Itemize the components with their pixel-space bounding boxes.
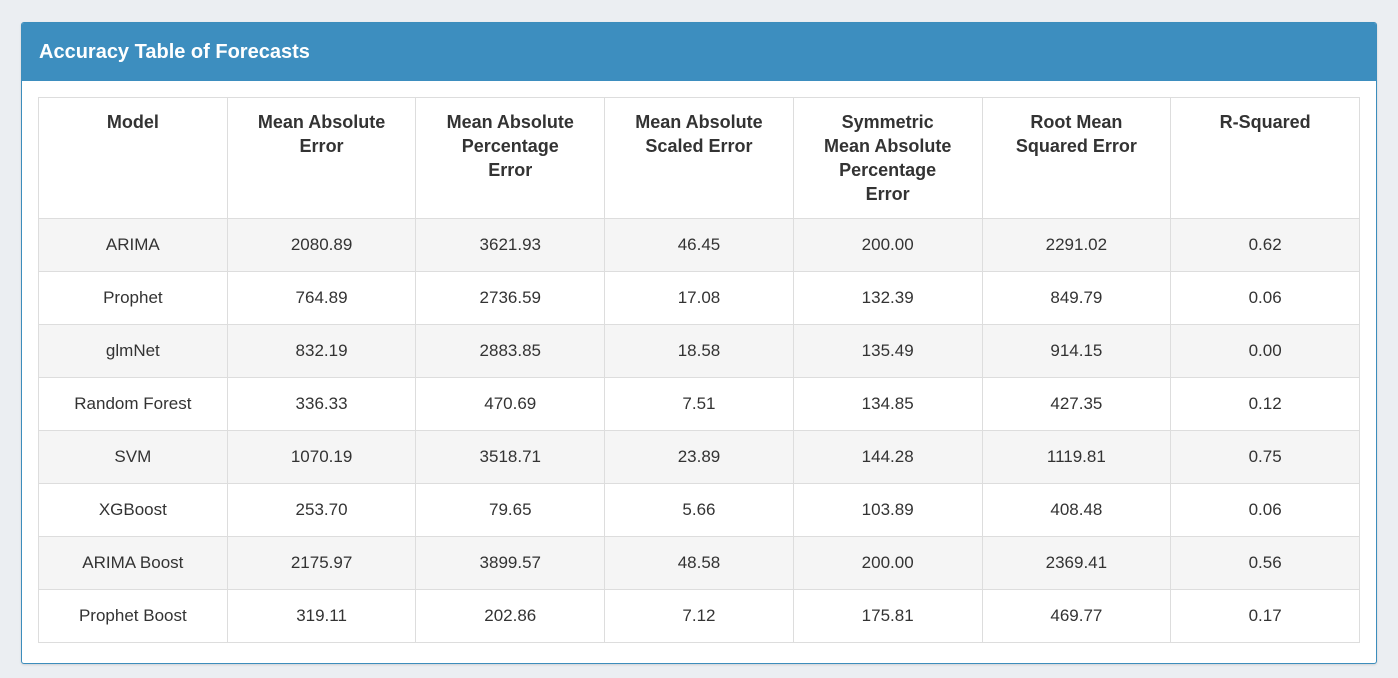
rmse-cell: 2291.02 — [981, 218, 1172, 272]
rsquared-cell: 0.17 — [1170, 589, 1360, 643]
col-header-mape: Mean Absolute Percentage Error — [415, 97, 606, 219]
mae-cell: 764.89 — [226, 271, 417, 325]
mase-cell: 5.66 — [604, 483, 794, 537]
table-body: ARIMA 2080.89 3621.93 46.45 200.00 2291.… — [38, 218, 1360, 643]
rsquared-cell: 0.00 — [1170, 324, 1360, 378]
mae-cell: 319.11 — [226, 589, 417, 643]
panel-header: Accuracy Table of Forecasts — [22, 23, 1376, 81]
mase-cell: 23.89 — [604, 430, 794, 484]
col-header-mase: Mean Absolute Scaled Error — [604, 97, 794, 219]
smape-cell: 132.39 — [792, 271, 983, 325]
table-row-random-forest[interactable]: Random Forest 336.33 470.69 7.51 134.85 … — [38, 377, 1360, 431]
table-row-svm[interactable]: SVM 1070.19 3518.71 23.89 144.28 1119.81… — [38, 430, 1360, 484]
rsquared-cell: 0.62 — [1170, 218, 1360, 272]
rsquared-cell: 0.56 — [1170, 536, 1360, 590]
model-cell: XGBoost — [38, 483, 228, 537]
smape-cell: 134.85 — [792, 377, 983, 431]
model-cell: ARIMA Boost — [38, 536, 228, 590]
mae-cell: 336.33 — [226, 377, 417, 431]
col-header-smape: Symmetric Mean Absolute Percentage Error — [792, 97, 983, 219]
panel-title: Accuracy Table of Forecasts — [39, 41, 310, 63]
model-cell: Prophet Boost — [38, 589, 228, 643]
rmse-cell: 849.79 — [981, 271, 1172, 325]
smape-cell: 103.89 — [792, 483, 983, 537]
col-header-rmse: Root Mean Squared Error — [981, 97, 1172, 219]
table-row-arima[interactable]: ARIMA 2080.89 3621.93 46.45 200.00 2291.… — [38, 218, 1360, 272]
rmse-cell: 914.15 — [981, 324, 1172, 378]
col-header-model: Model — [38, 97, 228, 219]
accuracy-forecasts-panel: Accuracy Table of Forecasts Model Mean A… — [21, 22, 1377, 664]
model-cell: SVM — [38, 430, 228, 484]
mape-cell: 202.86 — [415, 589, 606, 643]
header-row: Model Mean Absolute Error Mean Absolute … — [38, 97, 1360, 219]
table-row-xgboost[interactable]: XGBoost 253.70 79.65 5.66 103.89 408.48 … — [38, 483, 1360, 537]
table-header: Model Mean Absolute Error Mean Absolute … — [38, 97, 1360, 219]
mape-cell: 3621.93 — [415, 218, 606, 272]
mase-cell: 48.58 — [604, 536, 794, 590]
rmse-cell: 408.48 — [981, 483, 1172, 537]
mape-cell: 2736.59 — [415, 271, 606, 325]
mae-cell: 832.19 — [226, 324, 417, 378]
mae-cell: 2175.97 — [226, 536, 417, 590]
model-cell: ARIMA — [38, 218, 228, 272]
rsquared-cell: 0.12 — [1170, 377, 1360, 431]
mae-cell: 253.70 — [226, 483, 417, 537]
smape-cell: 144.28 — [792, 430, 983, 484]
mape-cell: 3518.71 — [415, 430, 606, 484]
model-cell: Random Forest — [38, 377, 228, 431]
rsquared-cell: 0.06 — [1170, 271, 1360, 325]
rmse-cell: 2369.41 — [981, 536, 1172, 590]
rmse-cell: 469.77 — [981, 589, 1172, 643]
mape-cell: 470.69 — [415, 377, 606, 431]
mase-cell: 7.12 — [604, 589, 794, 643]
panel-body: Model Mean Absolute Error Mean Absolute … — [22, 81, 1376, 663]
mae-cell: 1070.19 — [226, 430, 417, 484]
mae-cell: 2080.89 — [226, 218, 417, 272]
smape-cell: 135.49 — [792, 324, 983, 378]
mase-cell: 7.51 — [604, 377, 794, 431]
rsquared-cell: 0.75 — [1170, 430, 1360, 484]
model-cell: Prophet — [38, 271, 228, 325]
rsquared-cell: 0.06 — [1170, 483, 1360, 537]
smape-cell: 200.00 — [792, 536, 983, 590]
forecast-accuracy-table: Model Mean Absolute Error Mean Absolute … — [38, 97, 1360, 643]
mape-cell: 79.65 — [415, 483, 606, 537]
rmse-cell: 427.35 — [981, 377, 1172, 431]
mape-cell: 2883.85 — [415, 324, 606, 378]
smape-cell: 200.00 — [792, 218, 983, 272]
table-row-glmnet[interactable]: glmNet 832.19 2883.85 18.58 135.49 914.1… — [38, 324, 1360, 378]
rmse-cell: 1119.81 — [981, 430, 1172, 484]
table-row-arima-boost[interactable]: ARIMA Boost 2175.97 3899.57 48.58 200.00… — [38, 536, 1360, 590]
smape-cell: 175.81 — [792, 589, 983, 643]
mase-cell: 17.08 — [604, 271, 794, 325]
table-row-prophet[interactable]: Prophet 764.89 2736.59 17.08 132.39 849.… — [38, 271, 1360, 325]
mase-cell: 46.45 — [604, 218, 794, 272]
table-row-prophet-boost[interactable]: Prophet Boost 319.11 202.86 7.12 175.81 … — [38, 589, 1360, 643]
col-header-rsquared: R-Squared — [1170, 97, 1360, 219]
col-header-mae: Mean Absolute Error — [226, 97, 417, 219]
model-cell: glmNet — [38, 324, 228, 378]
mape-cell: 3899.57 — [415, 536, 606, 590]
mase-cell: 18.58 — [604, 324, 794, 378]
